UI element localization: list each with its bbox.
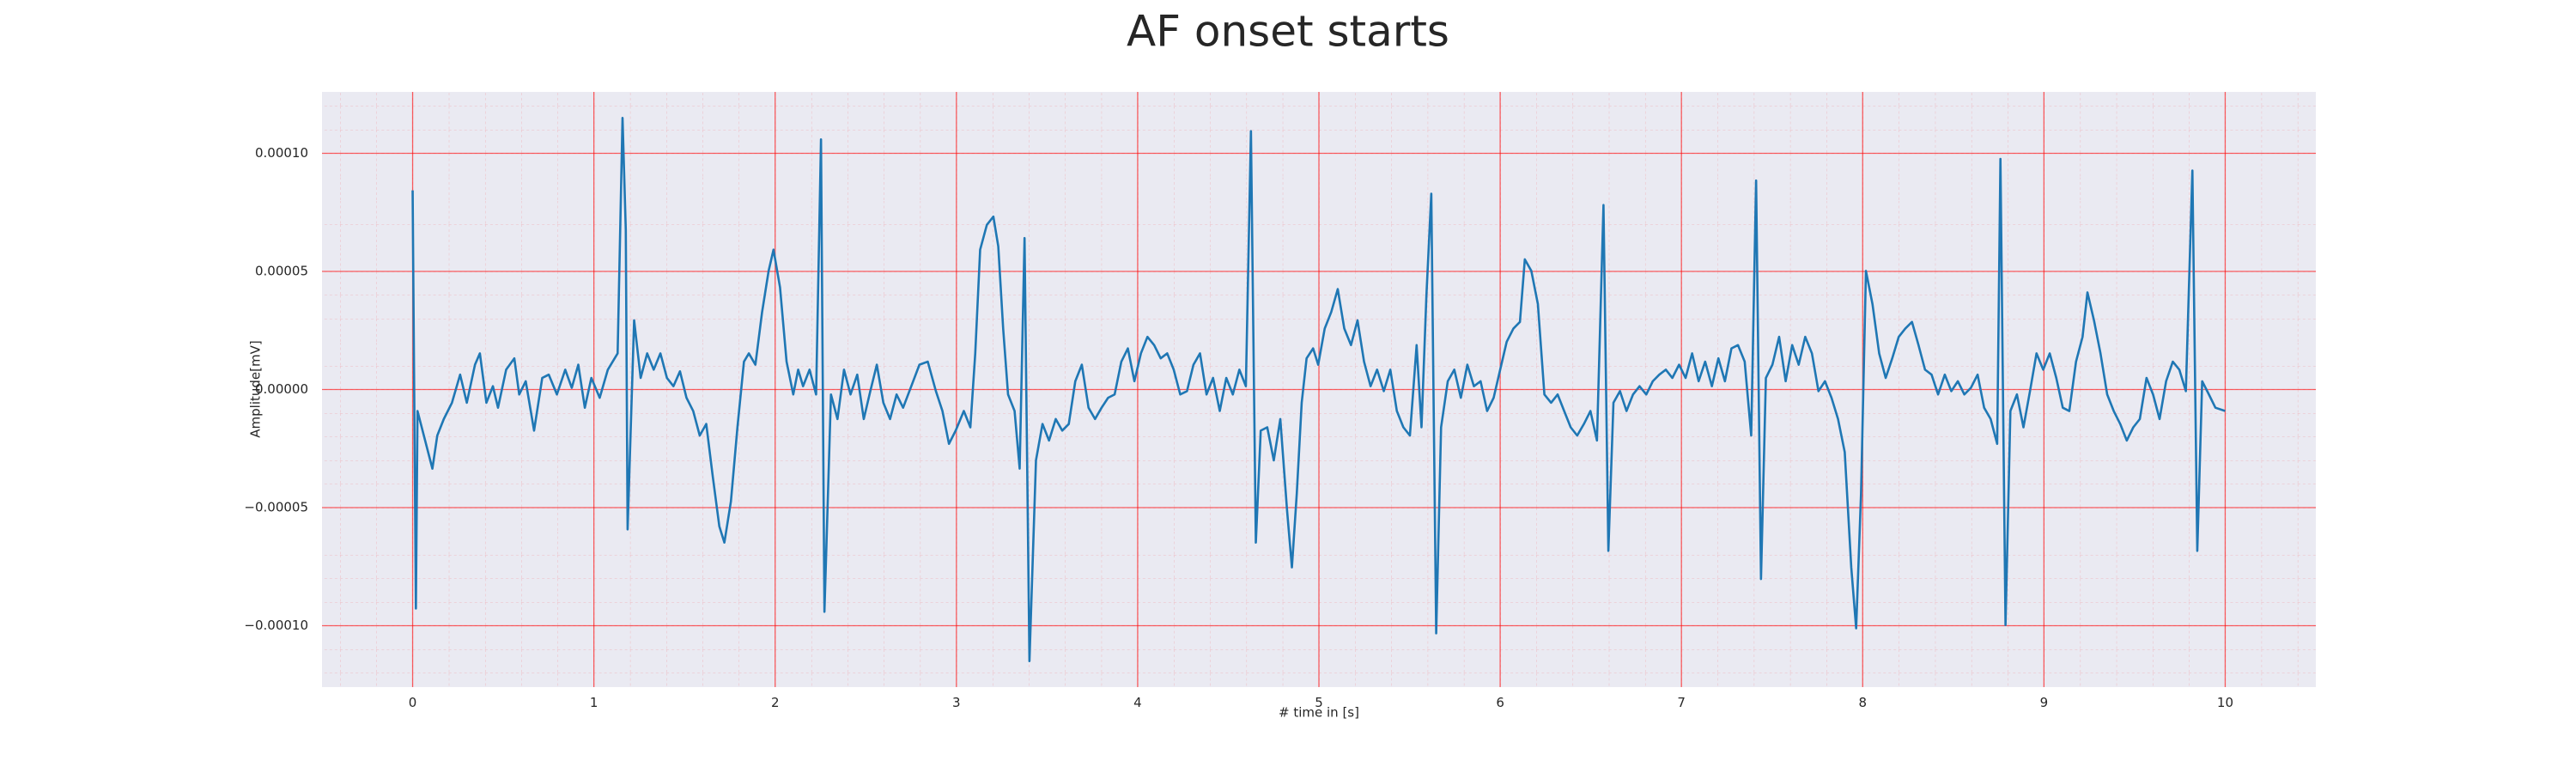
y-tick-label: −0.00010 (244, 618, 308, 633)
x-tick-label: 6 (1496, 695, 1504, 710)
y-tick-label: 0.00010 (255, 145, 308, 161)
ecg-line (411, 116, 2226, 663)
y-axis-label: Amplitude[mV] (248, 340, 264, 437)
x-tick-label: 7 (1677, 695, 1686, 710)
x-tick-label: 0 (409, 695, 417, 710)
x-tick-label: 2 (771, 695, 780, 710)
y-tick-label: 0.00000 (255, 381, 308, 397)
x-tick-label: 3 (952, 695, 961, 710)
x-tick-label: 4 (1133, 695, 1142, 710)
x-tick-label: 1 (590, 695, 598, 710)
x-tick-label: 9 (2040, 695, 2049, 710)
y-tick-label: −0.00005 (244, 500, 308, 515)
x-tick-label: 10 (2217, 695, 2233, 710)
x-axis-label: # time in [s] (1279, 705, 1359, 721)
chart-title: AF onset starts (1127, 7, 1449, 57)
x-tick-label: 8 (1858, 695, 1867, 710)
y-tick-label: 0.00005 (255, 264, 308, 279)
x-tick-label: 5 (1315, 695, 1323, 710)
